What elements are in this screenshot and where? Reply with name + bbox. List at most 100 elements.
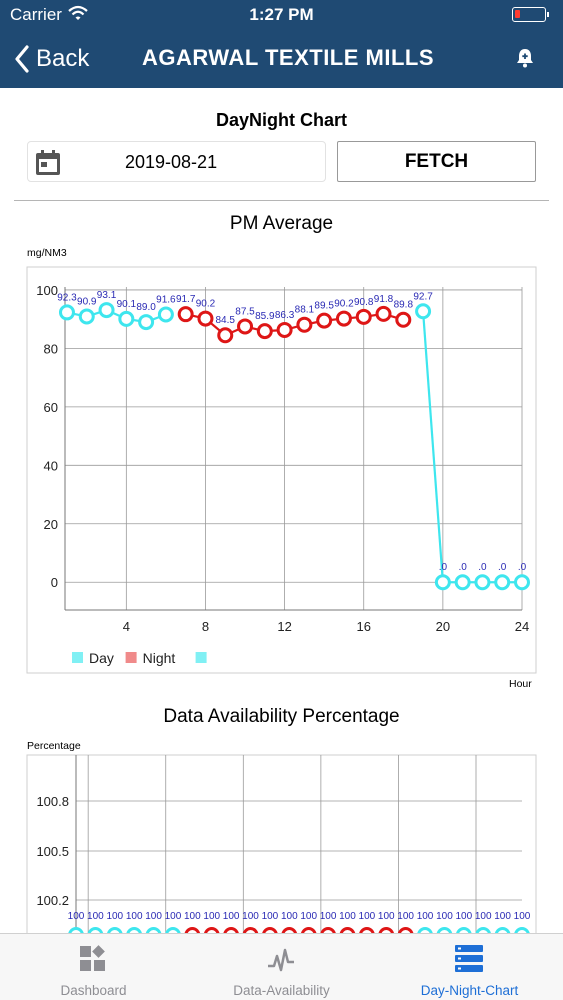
nav-bar: Back AGARWAL TEXTILE MILLS xyxy=(0,30,563,88)
pm-data-point xyxy=(276,321,293,338)
availability-data-point xyxy=(320,927,336,933)
availability-data-label: 100 xyxy=(436,911,453,922)
availability-data-label: 100 xyxy=(87,911,104,922)
back-button[interactable]: Back xyxy=(14,41,89,77)
server-list-icon xyxy=(454,944,484,979)
wifi-icon xyxy=(68,5,88,26)
pm-data-label: 90.1 xyxy=(117,299,137,310)
screen-title: AGARWAL TEXTILE MILLS xyxy=(142,45,435,70)
pm-data-label: 93.1 xyxy=(97,290,117,301)
pm-data-label: 89.5 xyxy=(314,301,334,312)
availability-data-label: 100 xyxy=(339,911,356,922)
pm-data-point xyxy=(197,310,214,327)
availability-data-label: 100 xyxy=(417,911,434,922)
availability-data-point xyxy=(494,927,511,933)
pm-data-label: 92.7 xyxy=(413,291,433,302)
tab-bar: Dashboard Data-Availability Day-Night-Ch… xyxy=(0,933,563,1000)
availability-data-point xyxy=(203,927,220,933)
pm-data-label: .0 xyxy=(478,562,487,573)
availability-data-point xyxy=(184,927,201,933)
availability-data-label: 100 xyxy=(514,911,531,922)
pm-data-point xyxy=(434,574,451,591)
notification-bell-icon[interactable] xyxy=(515,47,535,74)
pm-data-point xyxy=(256,323,273,340)
divider xyxy=(14,200,549,201)
pm-data-label: 84.5 xyxy=(216,315,236,326)
availability-data-label: 100 xyxy=(223,911,240,922)
availability-data-point xyxy=(145,927,162,933)
pm-x-tick-label: 4 xyxy=(123,619,130,634)
dashboard-icon xyxy=(78,944,108,979)
pm-data-label: 91.8 xyxy=(374,294,394,305)
pm-data-label: .0 xyxy=(518,562,527,573)
tab-data-availability[interactable]: Data-Availability xyxy=(188,934,375,1000)
tab-dashboard[interactable]: Dashboard xyxy=(0,934,187,1000)
availability-data-label: 100 xyxy=(203,911,220,922)
pm-data-label: 91.7 xyxy=(176,294,196,305)
availability-data-label: 100 xyxy=(262,911,279,922)
pm-data-label: 85.9 xyxy=(255,311,275,322)
availability-data-label: 100 xyxy=(68,911,85,922)
tab-day-night-chart-label: Day-Night-Chart xyxy=(420,983,519,998)
availability-data-point xyxy=(417,927,433,933)
availability-chart-frame xyxy=(26,754,537,933)
fetch-button[interactable]: FETCH xyxy=(337,141,536,182)
carrier-label: Carrier xyxy=(10,5,62,24)
pm-legend-label: Day xyxy=(89,650,114,666)
availability-y-tick-label: 100.2 xyxy=(36,893,69,908)
availability-data-label: 100 xyxy=(281,911,298,922)
pm-data-label: 87.5 xyxy=(235,306,255,317)
availability-data-point xyxy=(107,927,123,933)
pm-legend-swatch xyxy=(125,652,137,663)
tab-data-availability-label: Data-Availability xyxy=(233,983,330,998)
availability-data-label: 100 xyxy=(475,911,492,922)
availability-data-label: 100 xyxy=(378,911,395,922)
pm-data-point xyxy=(78,308,95,325)
availability-data-label: 100 xyxy=(106,911,123,922)
battery-icon xyxy=(512,7,546,22)
availability-data-point xyxy=(514,927,530,933)
pm-data-label: .0 xyxy=(498,562,507,573)
pm-series-segment xyxy=(421,311,444,583)
pm-y-tick-label: 20 xyxy=(44,517,58,532)
battery-tip xyxy=(547,12,549,17)
pm-data-point xyxy=(355,308,372,325)
tab-day-night-chart[interactable]: Day-Night-Chart xyxy=(376,934,563,1000)
pm-data-label: 89.8 xyxy=(394,300,414,311)
pm-legend-swatch xyxy=(195,652,207,663)
date-picker[interactable]: 2019-08-21 xyxy=(27,141,326,182)
pm-x-tick-label: 20 xyxy=(436,619,450,634)
pm-legend-swatch xyxy=(72,652,83,663)
availability-data-label: 100 xyxy=(397,911,414,922)
availability-y-unit-label: Percentage xyxy=(27,740,81,752)
availability-data-label: 100 xyxy=(242,911,259,922)
pm-data-point xyxy=(296,316,313,333)
availability-data-label: 100 xyxy=(165,911,182,922)
pm-data-point xyxy=(237,318,254,335)
pm-data-label: .0 xyxy=(458,562,467,573)
availability-data-label: 100 xyxy=(184,911,201,922)
pm-data-point xyxy=(177,306,194,323)
availability-chart-title: Data Availability Percentage xyxy=(163,706,400,727)
pm-data-point xyxy=(316,312,333,329)
date-value: 2019-08-21 xyxy=(125,152,218,172)
pm-x-tick-label: 12 xyxy=(277,619,291,634)
availability-data-point xyxy=(262,927,278,933)
pm-data-point xyxy=(474,574,491,591)
pm-data-point xyxy=(514,574,530,591)
availability-data-point xyxy=(436,927,453,933)
availability-data-point xyxy=(281,927,298,933)
availability-data-label: 100 xyxy=(300,911,317,922)
pm-chart-title: PM Average xyxy=(229,213,334,234)
chevron-left-icon xyxy=(15,45,29,73)
availability-data-point xyxy=(165,927,181,933)
pm-data-label: 88.1 xyxy=(295,305,315,316)
pm-data-label: 90.8 xyxy=(354,297,374,308)
pm-x-tick-label: 8 xyxy=(202,619,209,634)
pm-legend-label: Night xyxy=(143,650,176,666)
pm-x-tick-label: 24 xyxy=(515,619,529,634)
pm-data-point xyxy=(415,303,432,320)
availability-data-label: 100 xyxy=(126,911,143,922)
pm-data-label: 90.2 xyxy=(334,299,354,310)
